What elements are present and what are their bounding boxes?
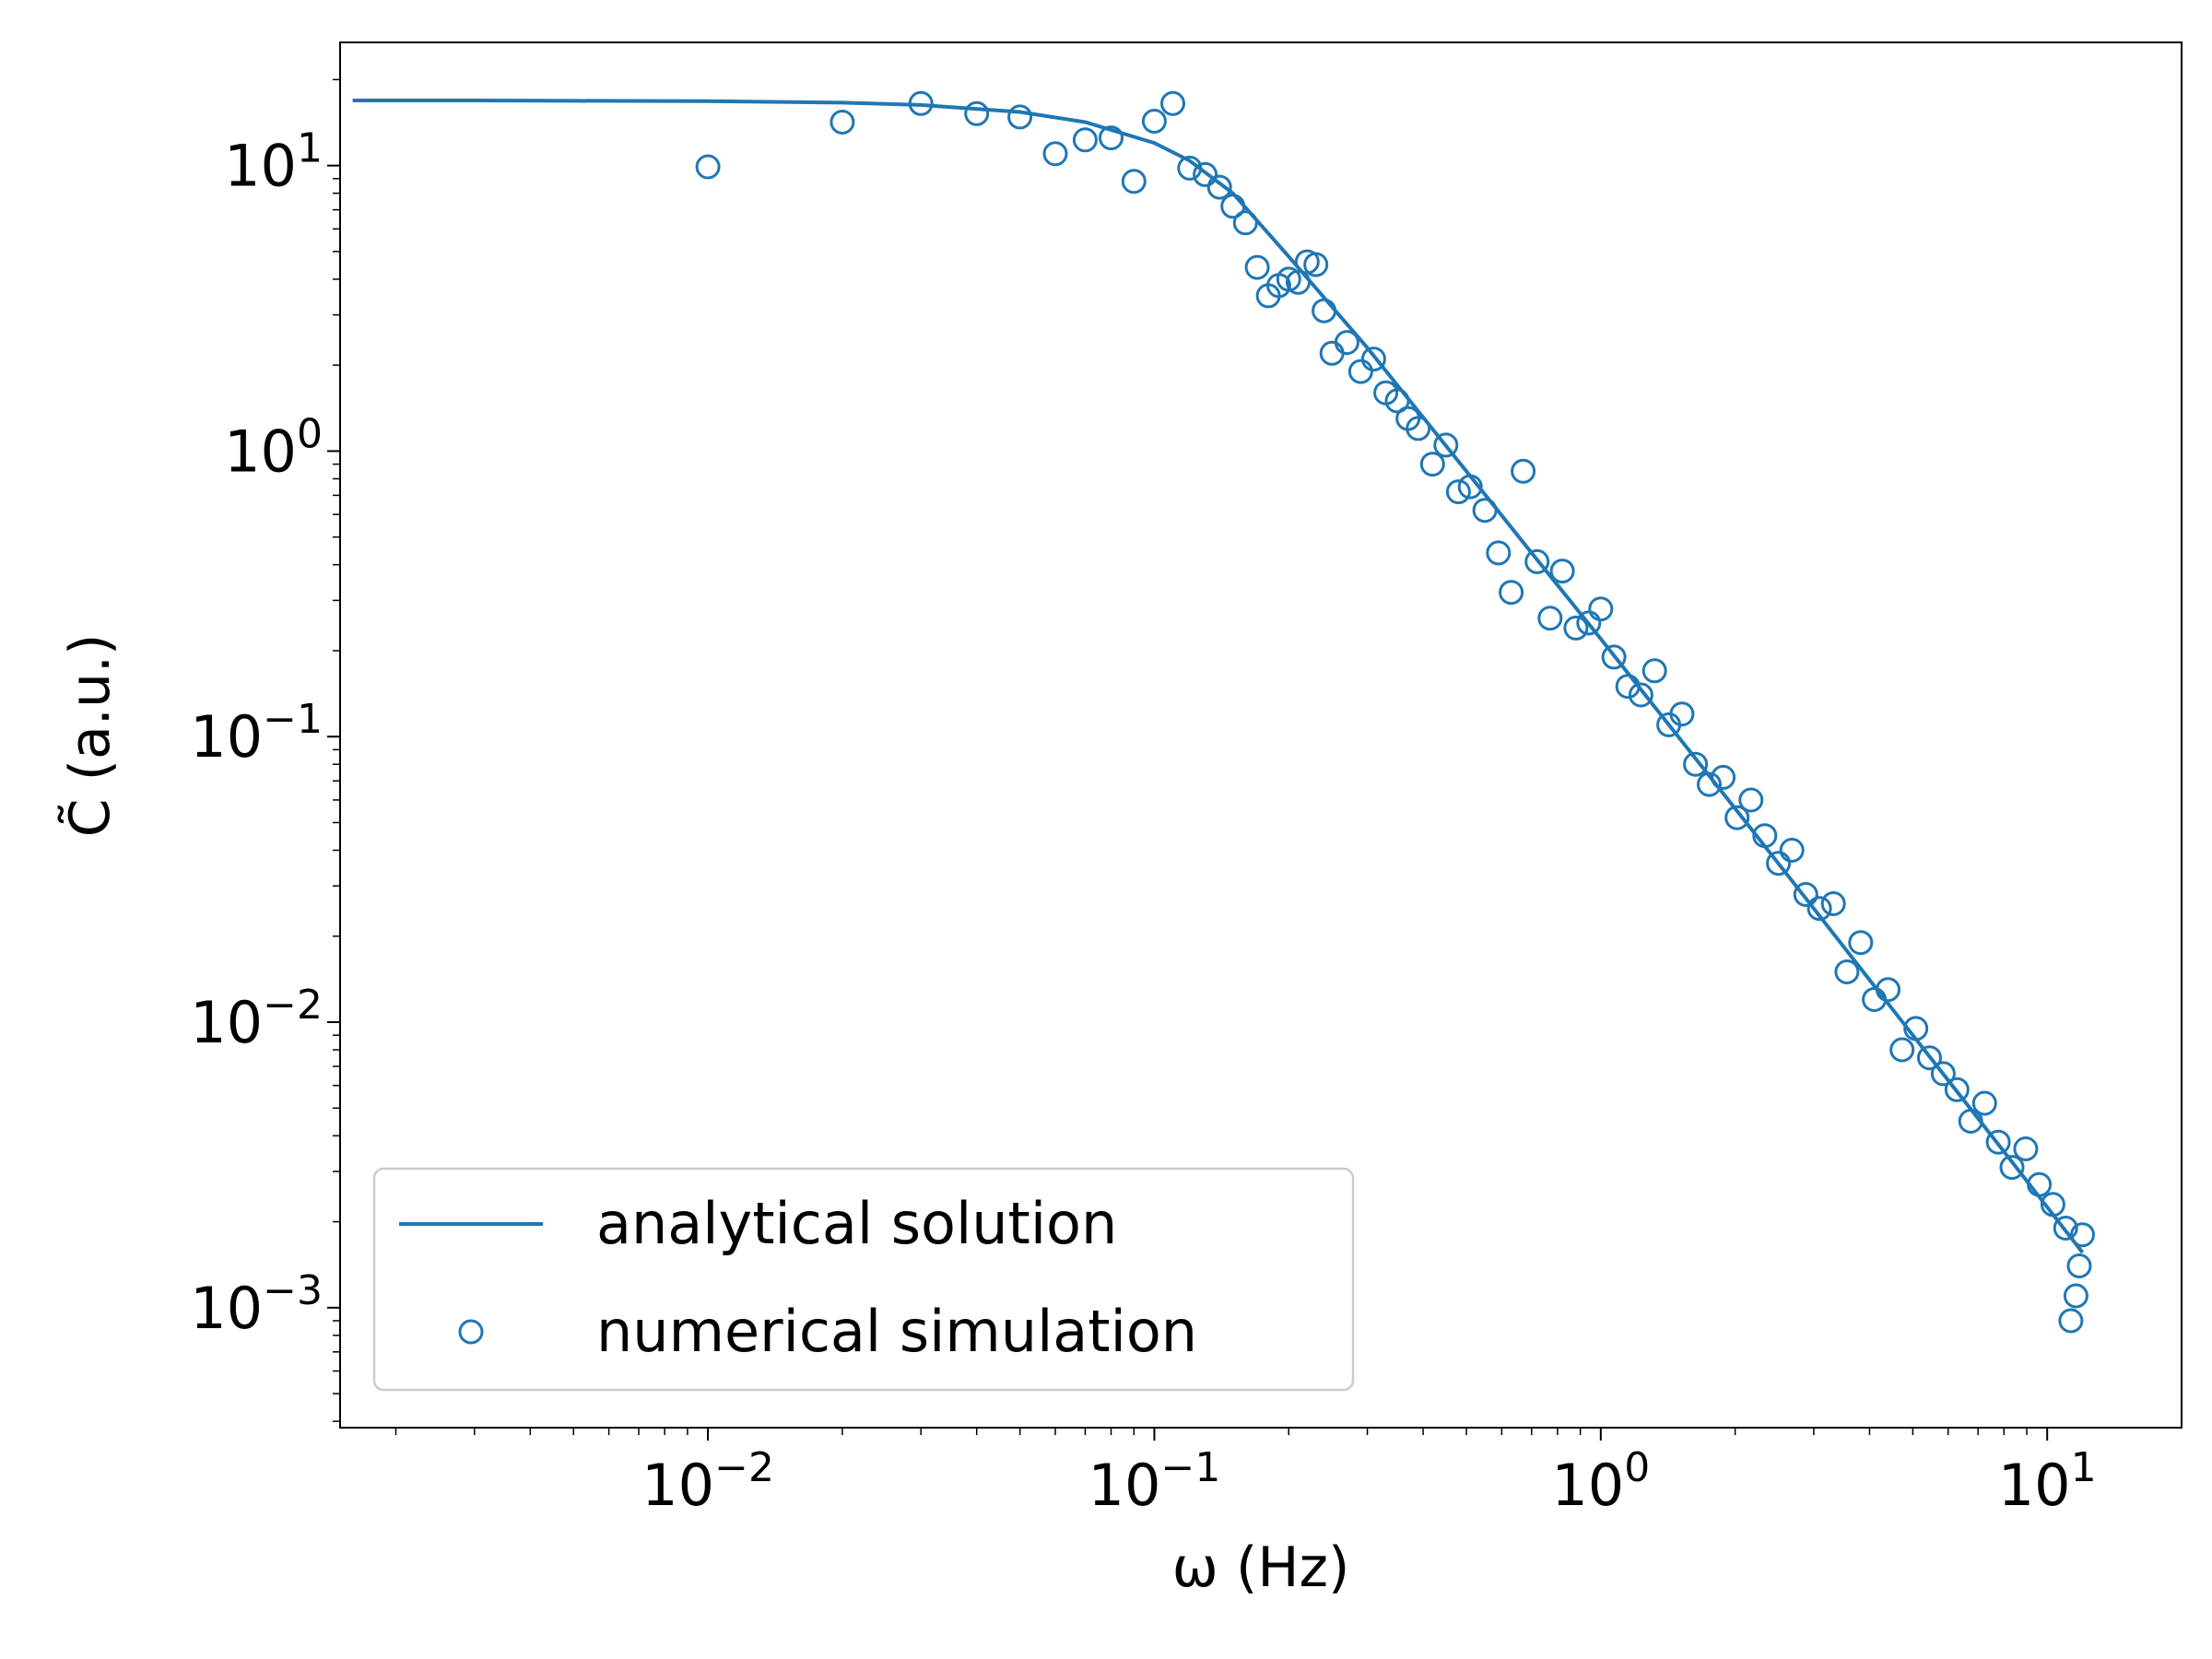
legend-label-numerical: numerical simulation <box>596 1298 1197 1365</box>
scatter-point <box>1958 1109 1983 1134</box>
scatter-point <box>1472 498 1498 524</box>
scatter-point <box>1930 1061 1956 1087</box>
scatter-point <box>1848 930 1874 956</box>
y-tick-label: 10−2 <box>190 982 323 1056</box>
scatter-point <box>1334 330 1359 356</box>
legend: analytical solution numerical simulation <box>372 1167 1355 1392</box>
y-tick-label: 101 <box>224 125 323 200</box>
scatter-point <box>2070 1222 2095 1248</box>
scatter-point <box>908 90 934 116</box>
scatter-point <box>1042 141 1068 167</box>
scatter-point <box>1793 882 1818 907</box>
scatter-point <box>1232 210 1258 236</box>
scatter-point <box>1220 194 1246 219</box>
scatter-point <box>1007 104 1033 130</box>
scatter-point <box>1697 771 1722 797</box>
scatter-point <box>1445 479 1471 505</box>
scatter-point <box>1499 580 1524 606</box>
scatter-point <box>1406 416 1431 441</box>
scatter-point <box>1360 347 1386 372</box>
scatter-point <box>1193 161 1218 187</box>
scatter-point <box>1806 896 1832 922</box>
scatter-point <box>1971 1090 1997 1116</box>
scatter-point <box>830 110 855 135</box>
scatter-point <box>1724 805 1750 830</box>
scatter-point <box>1099 125 1124 151</box>
scatter-point <box>1121 169 1147 194</box>
scatter-point <box>2058 1308 2084 1334</box>
scatter-point <box>2066 1253 2092 1278</box>
scatter-point <box>1641 658 1667 684</box>
scatter-point <box>1683 751 1709 777</box>
scatter-point <box>1779 838 1805 863</box>
ticks-layer: 10−2 10−1 100 101 10−3 10−2 10−1 100 101 <box>190 78 2097 1519</box>
scatter-point <box>1537 606 1563 631</box>
scatter-point <box>2027 1171 2053 1197</box>
scatter-point <box>1985 1129 2011 1155</box>
scatter-point <box>1588 596 1614 622</box>
scatter-point <box>1903 1016 1929 1041</box>
x-tick-label: 10−2 <box>641 1444 774 1519</box>
plot-area <box>352 90 2095 1334</box>
scatter-point <box>1752 823 1778 849</box>
scatter-point <box>1457 474 1483 500</box>
scatter-point <box>2053 1216 2078 1241</box>
scatter-point <box>1347 359 1373 384</box>
x-tick-label: 100 <box>1551 1444 1650 1519</box>
scatter-point <box>1834 959 1860 984</box>
scatter-point <box>1072 127 1098 153</box>
legend-circle-marker <box>458 1319 484 1345</box>
scatter-point <box>1524 548 1550 574</box>
scatter-point <box>1601 644 1627 670</box>
scatter-point <box>1917 1045 1942 1071</box>
scatter-point <box>1177 155 1203 181</box>
series-layer <box>352 90 2095 1334</box>
scatter-point <box>964 100 990 126</box>
scatter-point <box>1244 254 1270 280</box>
scatter-point <box>1563 615 1589 641</box>
scatter-point <box>1384 388 1410 414</box>
scatter-point <box>1549 559 1575 584</box>
scatter-point <box>1486 540 1512 566</box>
y-tick-label: 100 <box>224 410 323 485</box>
scatter-point <box>1615 674 1641 700</box>
y-axis-label: C̃ (a.u.) <box>57 634 123 838</box>
scatter-point <box>1766 851 1792 877</box>
scatter-point <box>1628 682 1653 708</box>
scatter-point <box>1738 787 1764 813</box>
scatter-point <box>1160 90 1185 116</box>
y-tick-label: 10−1 <box>190 696 323 771</box>
scatter-point <box>1286 269 1311 295</box>
scatter-point <box>1944 1077 1970 1102</box>
scatter-point <box>2040 1192 2065 1218</box>
scatter-point <box>1511 458 1536 484</box>
y-tick-label: 10−3 <box>190 1267 323 1342</box>
x-tick-label: 101 <box>1998 1444 2097 1519</box>
axes-frame <box>339 41 2183 1429</box>
scatter-point <box>2013 1136 2039 1161</box>
scatter-point <box>1206 174 1232 200</box>
scatter-point <box>1820 891 1846 916</box>
scatter-point <box>2063 1283 2088 1309</box>
scatter-point <box>695 154 721 180</box>
scatter-point <box>1141 109 1167 134</box>
legend-label-analytical: analytical solution <box>596 1190 1117 1257</box>
scatter-point <box>1999 1155 2025 1181</box>
scatter-point <box>1669 701 1695 727</box>
scatter-point <box>1303 252 1329 277</box>
legend-box <box>372 1167 1355 1392</box>
scatter-point <box>1419 452 1445 477</box>
scatter-point <box>1889 1037 1915 1063</box>
scatter-point <box>1876 977 1900 1003</box>
x-tick-label: 10−1 <box>1088 1444 1221 1519</box>
x-axis-label: ω (Hz) <box>1172 1535 1350 1600</box>
scatter-point <box>1433 432 1459 458</box>
scatter-point <box>1711 764 1736 790</box>
series-line-analytical <box>352 99 2085 1254</box>
scatter-point <box>1312 298 1337 324</box>
